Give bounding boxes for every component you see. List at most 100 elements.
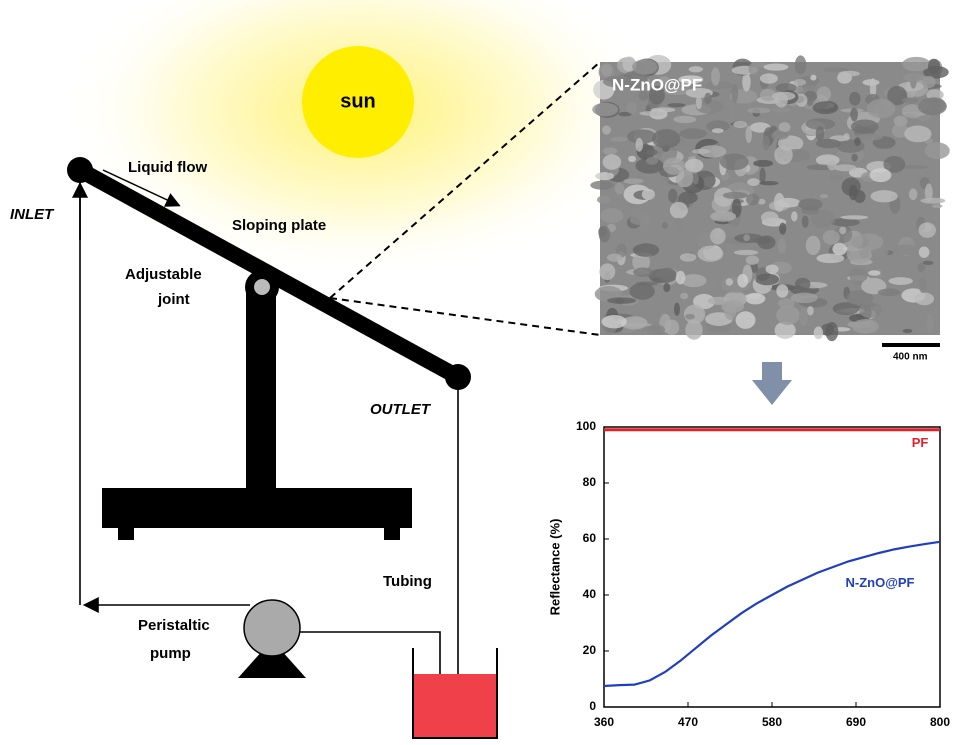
grain <box>633 267 653 277</box>
grain <box>680 292 689 300</box>
grain <box>632 59 658 75</box>
series-line <box>603 540 941 688</box>
grain <box>755 273 780 286</box>
grain <box>627 129 657 144</box>
label: Sloping plate <box>232 217 326 234</box>
grain <box>628 155 637 163</box>
grain <box>877 288 901 297</box>
x-tick-label: 690 <box>846 715 866 729</box>
grain <box>675 270 686 285</box>
grain <box>606 253 623 262</box>
grain <box>825 322 839 342</box>
grain <box>692 148 711 154</box>
grain <box>851 319 879 334</box>
grain <box>663 282 671 293</box>
y-tick-label: 80 <box>583 475 597 489</box>
grain <box>600 208 624 224</box>
grain <box>597 195 611 204</box>
grain <box>695 95 702 110</box>
grain <box>931 204 943 209</box>
grain <box>902 328 913 334</box>
grain <box>917 97 947 116</box>
label: Adjustable <box>125 266 202 283</box>
grain <box>590 180 614 190</box>
grain <box>918 277 927 294</box>
grain <box>900 165 929 170</box>
grain <box>675 169 694 188</box>
grain <box>770 131 789 140</box>
grain <box>822 67 850 73</box>
stand <box>246 286 276 492</box>
grain <box>735 311 756 329</box>
grain <box>815 126 825 142</box>
flow-arrow <box>102 169 181 207</box>
grain <box>602 147 618 155</box>
grain <box>866 98 896 119</box>
grain <box>777 238 787 254</box>
grain <box>850 119 879 134</box>
grain <box>813 326 824 340</box>
grain <box>926 313 934 333</box>
grain <box>805 118 836 130</box>
grain <box>650 107 676 113</box>
grain <box>679 128 708 140</box>
label: OUTLET <box>370 401 432 418</box>
grain <box>753 159 774 167</box>
grain <box>645 156 658 165</box>
y-tick-label: 60 <box>583 531 597 545</box>
grain <box>638 90 649 101</box>
grain <box>658 267 677 282</box>
grain <box>742 72 751 92</box>
grain <box>832 302 860 315</box>
grain <box>602 75 632 88</box>
grain <box>922 75 936 89</box>
grain <box>892 244 920 256</box>
base <box>102 488 412 528</box>
sem-label: N-ZnO@PF <box>612 75 702 94</box>
grain <box>812 101 839 115</box>
grain <box>616 243 627 258</box>
grain <box>725 278 734 286</box>
grain <box>807 306 814 316</box>
grain <box>903 73 924 82</box>
grain <box>697 245 724 262</box>
grain <box>811 209 836 229</box>
y-axis-label: Reflectance (%) <box>547 519 562 616</box>
grain <box>759 181 779 186</box>
grain <box>901 104 923 119</box>
grain <box>607 297 637 304</box>
grain <box>918 222 937 238</box>
grain <box>924 142 950 160</box>
grain <box>632 243 660 257</box>
y-tick-label: 100 <box>576 419 596 433</box>
y-tick-label: 20 <box>583 643 597 657</box>
grain <box>794 277 811 291</box>
grain <box>663 87 691 96</box>
grain <box>902 97 919 104</box>
grain <box>620 316 648 330</box>
grain <box>706 120 730 133</box>
grain <box>757 198 766 205</box>
grain <box>776 305 800 325</box>
y-tick-label: 40 <box>583 587 597 601</box>
label: Peristaltic <box>138 617 210 634</box>
grain <box>710 227 726 245</box>
grain <box>759 88 777 102</box>
grain <box>661 222 668 229</box>
grain <box>719 153 749 171</box>
grain <box>908 188 918 201</box>
grain <box>623 178 644 184</box>
grain <box>722 191 748 200</box>
grain <box>646 149 659 156</box>
grain <box>598 225 611 243</box>
grain <box>747 178 760 187</box>
grain <box>667 103 686 108</box>
grain <box>870 190 898 203</box>
grain <box>922 260 934 265</box>
grain <box>774 92 788 108</box>
grain <box>799 308 808 326</box>
grain <box>733 249 759 256</box>
grain <box>840 215 869 220</box>
grain <box>778 122 791 133</box>
